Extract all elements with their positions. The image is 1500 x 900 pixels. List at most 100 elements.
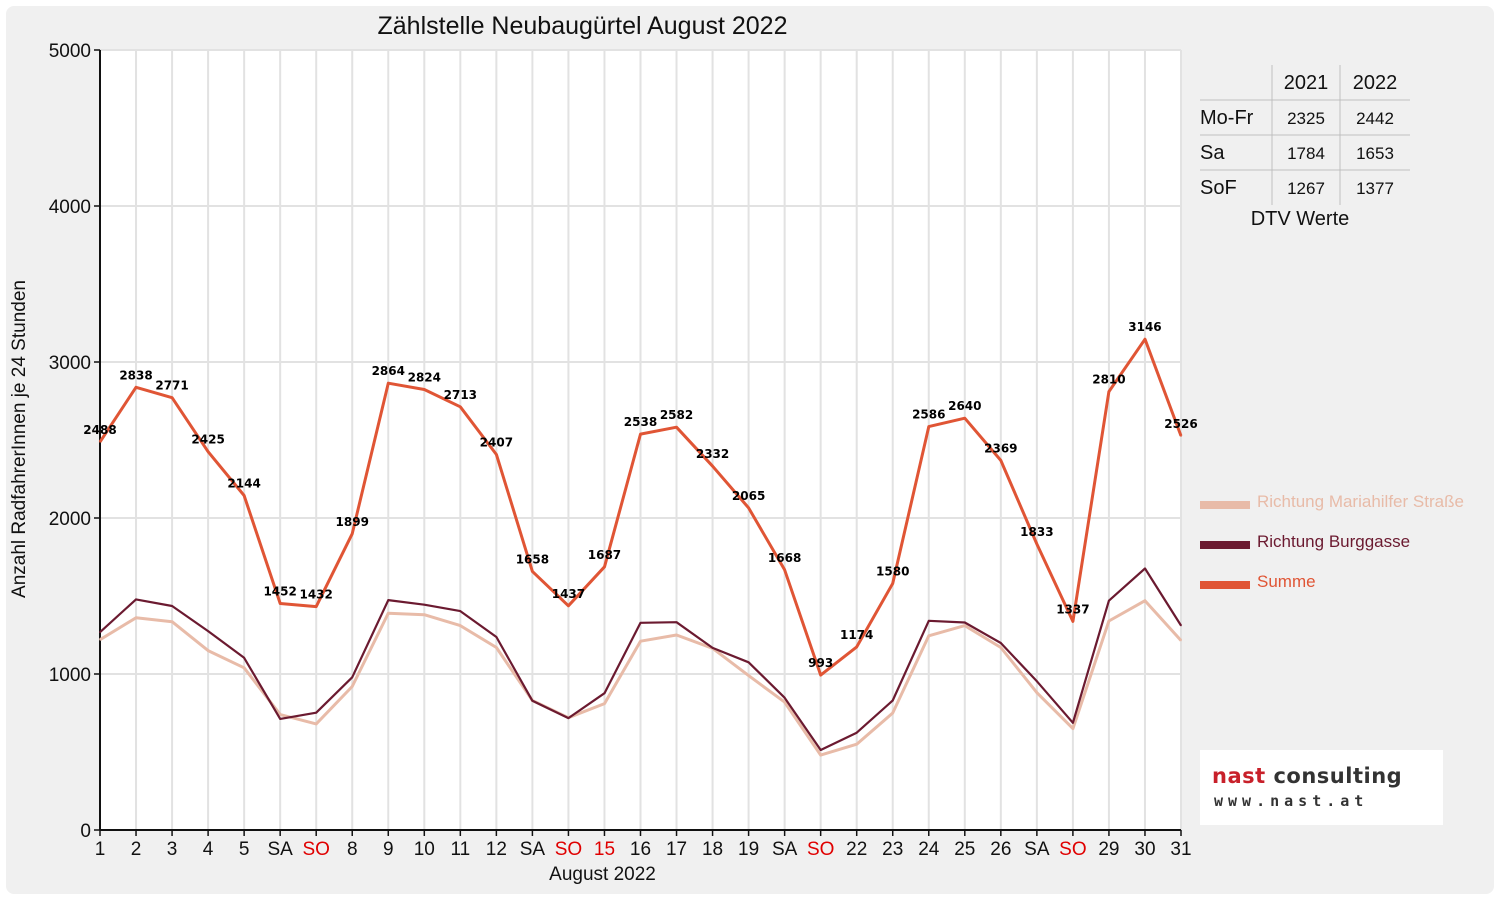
logo-url: www.nast.at [1214, 792, 1369, 810]
data-point [171, 620, 173, 623]
data-label: 1432 [299, 588, 332, 602]
data-label: 2640 [948, 399, 981, 413]
data-point [243, 656, 245, 659]
series-lines [98, 337, 1183, 757]
dtv-header-cell: 2021 [1284, 72, 1329, 94]
data-label: 1687 [588, 548, 621, 562]
data-label: 2065 [732, 489, 765, 503]
data-label: 2582 [660, 408, 693, 422]
dtv-cell: Sa [1200, 142, 1225, 164]
data-point [387, 599, 390, 601]
x-tick-label: 4 [203, 839, 214, 860]
data-label: 2838 [119, 368, 152, 382]
data-point [99, 631, 101, 633]
data-point [459, 610, 462, 612]
data-label: 1452 [263, 584, 296, 598]
data-point [1000, 459, 1002, 462]
dtv-cell: Mo-Fr [1200, 107, 1254, 129]
data-point [495, 636, 498, 638]
logo-brand-red: nast [1212, 764, 1266, 788]
legend-label-burggasse: Richtung Burggasse [1257, 532, 1411, 551]
x-tick-label: 3 [167, 839, 178, 860]
data-point [819, 749, 822, 751]
data-point [783, 701, 786, 703]
data-point [891, 699, 894, 702]
data-label: 2810 [1092, 373, 1125, 387]
x-tick-label: SA [520, 839, 546, 860]
data-label: 2713 [444, 388, 477, 402]
data-point [315, 711, 318, 714]
data-point [423, 613, 426, 616]
data-point [1072, 727, 1074, 730]
data-point [1072, 722, 1074, 724]
x-tick-label: 10 [414, 839, 435, 860]
data-point [819, 674, 822, 676]
y-tick-label: 2000 [49, 509, 91, 530]
x-tick-label: 22 [846, 839, 867, 860]
data-point [711, 465, 714, 468]
dtv-cell: 1784 [1287, 144, 1325, 163]
x-tick-label: 2 [131, 839, 142, 860]
dtv-cell: SoF [1200, 177, 1237, 199]
dtv-table: 2021 2022 Mo-Fr 2325 2442 Sa 1784 1653 SoF 1267 13… [1200, 65, 1410, 205]
data-label: 2425 [191, 433, 224, 447]
data-point [531, 700, 534, 702]
data-point [675, 621, 678, 624]
data-point [675, 634, 678, 636]
x-axis-label: August 2022 [549, 864, 656, 885]
data-point [1180, 639, 1182, 642]
data-label: 1658 [516, 552, 549, 566]
data-point [171, 605, 173, 607]
data-point [747, 661, 750, 664]
data-point [927, 425, 930, 428]
x-tick-label: 1 [95, 839, 106, 860]
dtv-cell: 2442 [1356, 109, 1394, 128]
data-point [495, 646, 498, 649]
data-point [964, 621, 966, 624]
data-label: 1833 [1020, 525, 1053, 539]
x-tick-label: SA [267, 839, 293, 860]
logo-wordmark: nast consulting [1212, 764, 1402, 788]
data-point [351, 532, 354, 535]
data-point [207, 450, 209, 453]
data-point [927, 620, 930, 622]
data-point [423, 388, 426, 391]
x-tick-label: SO [302, 839, 329, 860]
data-point [1108, 599, 1110, 602]
data-point [1144, 599, 1146, 602]
y-tick-label: 4000 [49, 197, 91, 218]
x-tick-label: SA [1024, 839, 1050, 860]
data-point [1000, 642, 1002, 644]
data-point [243, 666, 245, 669]
data-point [567, 605, 570, 607]
data-point [135, 598, 137, 601]
data-point [1072, 620, 1074, 623]
x-tick-label: 30 [1134, 839, 1155, 860]
data-label: 2332 [696, 447, 729, 461]
y-tick-label: 3000 [49, 353, 91, 374]
y-tick-label: 0 [80, 821, 91, 842]
legend-swatch-mariahilfer [1200, 501, 1250, 509]
data-point [135, 617, 137, 619]
legend-label-summe: Summe [1257, 572, 1316, 591]
data-point [964, 624, 966, 627]
data-point [603, 702, 606, 705]
data-point [855, 731, 858, 734]
x-tick-label: SO [1059, 839, 1086, 860]
data-point [207, 649, 209, 652]
data-point [783, 568, 786, 571]
data-label: 993 [808, 656, 833, 670]
data-point [567, 717, 570, 719]
data-point [279, 718, 281, 720]
data-point [1180, 624, 1182, 627]
dtv-header-cell: 2022 [1353, 72, 1398, 94]
data-label: 1337 [1056, 602, 1089, 616]
x-tick-label: 31 [1170, 839, 1191, 860]
data-label: 2488 [83, 423, 116, 437]
data-label: 1899 [336, 515, 369, 529]
data-point [964, 417, 966, 419]
x-tick-label: 24 [918, 839, 940, 860]
x-tick-label: 25 [954, 839, 975, 860]
